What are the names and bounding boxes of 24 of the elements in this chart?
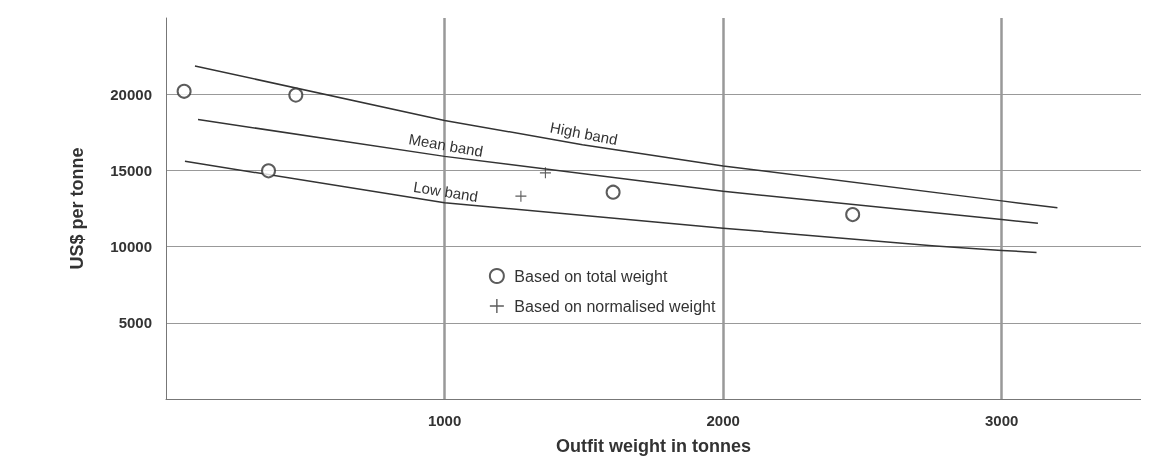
x-tick-label: 3000 bbox=[985, 412, 1019, 429]
text: Low band bbox=[412, 177, 480, 205]
point bbox=[539, 167, 551, 179]
line-series bbox=[197, 118, 1039, 225]
y-axis-title: US$ per tonne bbox=[67, 147, 87, 270]
text: Mean band bbox=[407, 130, 485, 160]
y-tick-label: 20000 bbox=[110, 85, 152, 103]
point bbox=[261, 163, 277, 179]
y-tick-label: 10000 bbox=[110, 238, 152, 256]
point bbox=[605, 184, 621, 200]
x-tick-label: 2000 bbox=[706, 412, 740, 429]
x-tick-label: 1000 bbox=[427, 412, 462, 429]
legend-label: Based on total weight bbox=[514, 267, 668, 285]
y-tick-label: 5000 bbox=[118, 314, 152, 332]
line-series bbox=[194, 65, 1059, 209]
x-axis-title: Outfit weight in tonnes bbox=[556, 436, 751, 456]
text: High band bbox=[548, 118, 620, 149]
legend-label: Based on normalised weight bbox=[514, 297, 716, 315]
point bbox=[515, 190, 527, 202]
point bbox=[176, 83, 192, 99]
point bbox=[845, 207, 861, 223]
line-series bbox=[184, 160, 1038, 254]
y-tick-label: 15000 bbox=[110, 161, 152, 179]
point bbox=[288, 87, 304, 103]
